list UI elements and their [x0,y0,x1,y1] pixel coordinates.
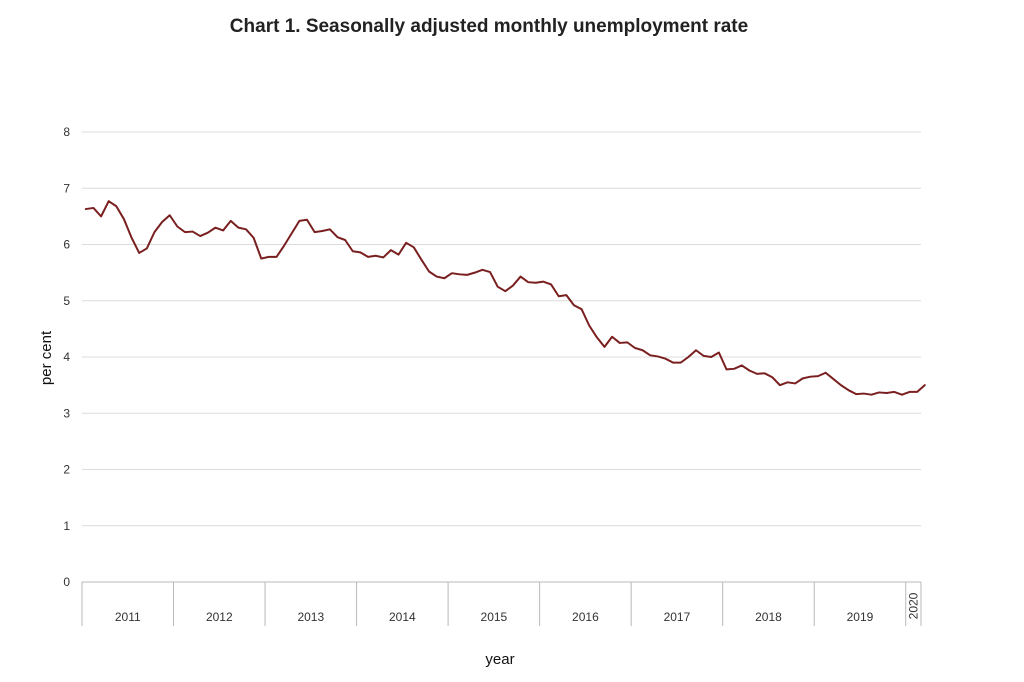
y-tick-label: 4 [63,350,70,364]
x-year-label: 2019 [847,610,874,624]
x-year-label: 2015 [481,610,508,624]
y-tick-label: 8 [63,125,70,139]
y-tick-label: 2 [63,463,70,477]
y-tick-label: 1 [63,519,70,533]
y-axis-label: per cent [38,330,55,385]
x-year-label: 2020 [906,592,920,619]
y-tick-label: 7 [63,181,70,195]
x-year-label: 2016 [572,610,599,624]
unemployment-rate-line [84,200,926,396]
series-layer [84,200,926,396]
x-year-label: 2017 [664,610,691,624]
chart-title: Chart 1. Seasonally adjusted monthly une… [230,16,748,37]
x-axis-year-groups: 2011 2012 2013 2014 2015 2016 2017 2018 2019 2020 [81,581,922,626]
x-year-label: 2011 [115,610,141,624]
y-tick-labels: 0 1 2 3 4 5 6 7 8 [63,125,70,589]
x-axis-label: year [485,651,514,668]
x-year-label: 2013 [297,610,324,624]
y-tick-label: 5 [63,294,70,308]
x-year-label: 2014 [389,610,416,624]
x-year-label: 2018 [755,610,782,624]
y-tick-label: 3 [63,406,70,420]
x-year-label: 2012 [206,610,233,624]
y-tick-label: 6 [63,238,70,252]
gridlines [82,131,921,527]
y-tick-label: 0 [63,575,70,589]
